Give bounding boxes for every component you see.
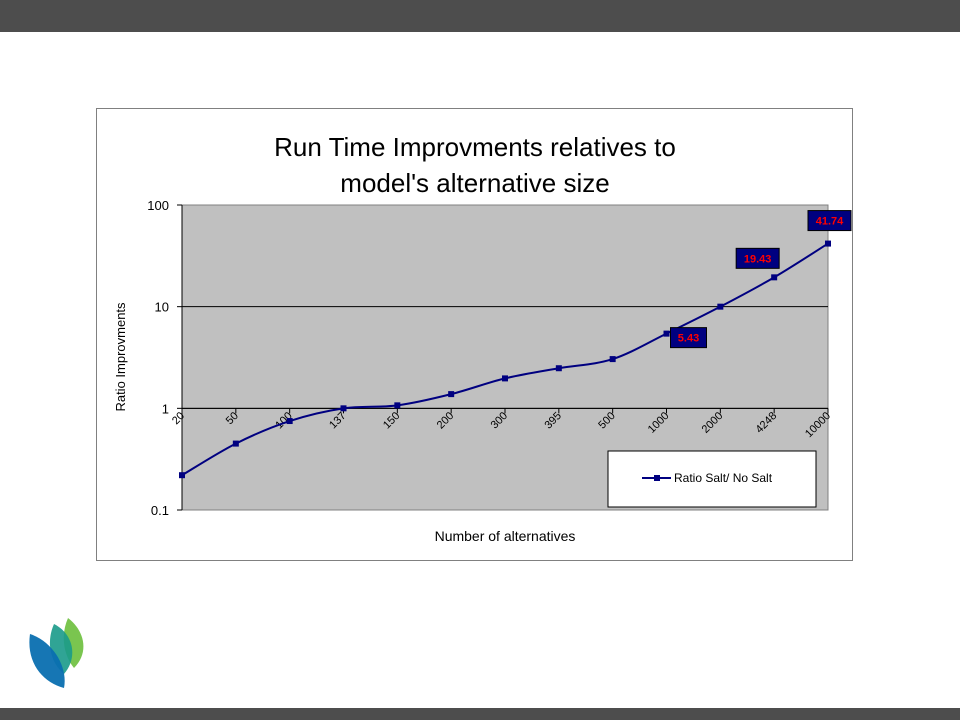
data-label: 5.43: [678, 333, 699, 345]
chart-title-line: model's alternative size: [340, 168, 609, 198]
data-label: 19.43: [744, 253, 772, 265]
data-point: [340, 405, 347, 412]
y-axis-label: Ratio Improvments: [113, 302, 128, 412]
data-point: [448, 391, 455, 398]
data-point: [232, 440, 239, 447]
leaf-logo-icon: [29, 618, 84, 688]
chart-frame: Run Time Improvments relatives to model's…: [96, 108, 853, 561]
data-point: [555, 365, 562, 372]
data-point: [663, 330, 670, 337]
x-axis-label: Number of alternatives: [435, 528, 576, 544]
y-tick-label: 10: [155, 300, 169, 315]
data-point: [179, 472, 185, 479]
legend-marker: [654, 475, 660, 481]
data-point: [825, 240, 831, 247]
data-label: 41.74: [816, 216, 844, 228]
data-label-box: [807, 210, 852, 232]
chart-title-line: Run Time Improvments relatives to: [274, 132, 676, 162]
y-tick-label: 100: [147, 198, 169, 213]
data-point: [286, 418, 293, 425]
slide-bottom-bar: [0, 708, 960, 720]
line-chart: Run Time Improvments relatives to model's…: [113, 132, 852, 544]
data-point: [717, 303, 724, 310]
data-point: [502, 375, 508, 382]
legend-label: Ratio Salt/ No Salt: [674, 471, 773, 485]
data-point: [609, 356, 616, 363]
slide-top-bar: [0, 0, 960, 32]
data-label-box: [670, 327, 707, 349]
data-point: [394, 402, 401, 409]
y-tick-label: 0.1: [151, 503, 169, 518]
data-label-box: [735, 247, 780, 269]
data-point: [771, 274, 778, 281]
y-tick-label: 1: [162, 401, 169, 416]
